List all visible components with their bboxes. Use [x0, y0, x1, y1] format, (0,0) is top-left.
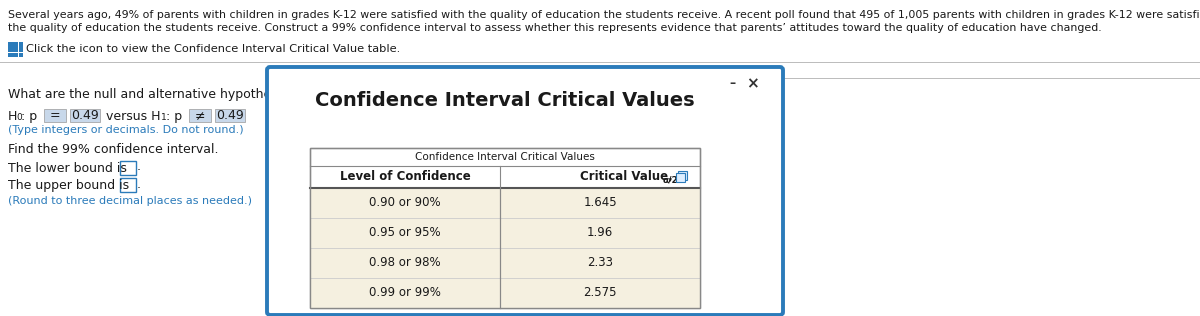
Bar: [120, 161, 136, 175]
Bar: [13, 52, 18, 57]
Bar: [190, 109, 211, 122]
Text: : p: : p: [166, 110, 182, 123]
Text: 0.99 or 99%: 0.99 or 99%: [370, 287, 440, 300]
Bar: [310, 278, 700, 308]
Bar: [8, 47, 12, 52]
Text: ≠: ≠: [194, 109, 205, 122]
Text: 1.96: 1.96: [587, 227, 613, 240]
Text: Level of Confidence: Level of Confidence: [340, 171, 470, 184]
Bar: [19, 47, 23, 52]
Text: =: =: [49, 109, 60, 122]
Text: (Round to three decimal places as needed.): (Round to three decimal places as needed…: [8, 196, 252, 206]
Text: The upper bound is: The upper bound is: [8, 179, 130, 192]
Text: 0.49: 0.49: [216, 109, 244, 122]
Text: .: .: [137, 178, 142, 191]
Text: 2.33: 2.33: [587, 257, 613, 270]
Text: –: –: [728, 77, 736, 90]
Text: Confidence Interval Critical Values: Confidence Interval Critical Values: [316, 90, 695, 110]
FancyBboxPatch shape: [266, 67, 784, 315]
Text: Click the icon to view the Confidence Interval Critical Value table.: Click the icon to view the Confidence In…: [26, 44, 401, 54]
Bar: [215, 109, 245, 122]
Text: 0.98 or 98%: 0.98 or 98%: [370, 257, 440, 270]
Text: 0.90 or 90%: 0.90 or 90%: [370, 197, 440, 210]
Bar: [310, 218, 700, 248]
Text: ×: ×: [745, 76, 758, 92]
Text: α/2: α/2: [662, 175, 679, 185]
Text: 0.95 or 95%: 0.95 or 95%: [370, 227, 440, 240]
Bar: [70, 109, 100, 122]
Bar: [676, 173, 685, 182]
Text: : p: : p: [22, 110, 37, 123]
Bar: [310, 248, 700, 278]
Text: Find the 99% confidence interval.: Find the 99% confidence interval.: [8, 143, 218, 156]
Text: 0: 0: [16, 113, 22, 123]
Text: Several years ago, 49% of parents with children in grades K-12 were satisfied wi: Several years ago, 49% of parents with c…: [8, 10, 1200, 20]
Bar: [19, 52, 23, 57]
Bar: [44, 109, 66, 122]
Text: 1: 1: [161, 113, 167, 123]
Bar: [310, 148, 700, 308]
Text: H: H: [8, 110, 17, 123]
Bar: [8, 42, 12, 46]
Text: versus H: versus H: [106, 110, 161, 123]
Bar: [19, 42, 23, 46]
Text: (Type integers or decimals. Do not round.): (Type integers or decimals. Do not round…: [8, 125, 244, 135]
Text: 1.645: 1.645: [583, 197, 617, 210]
Bar: [8, 52, 12, 57]
Bar: [310, 188, 700, 218]
Text: The lower bound is: The lower bound is: [8, 162, 127, 175]
Text: the quality of education the students receive. Construct a 99% confidence interv: the quality of education the students re…: [8, 23, 1102, 33]
Text: Critical Value, z: Critical Value, z: [580, 171, 684, 184]
Bar: [13, 42, 18, 46]
Bar: [13, 47, 18, 52]
Bar: [120, 178, 136, 192]
Text: .: .: [137, 161, 142, 173]
Bar: [678, 171, 686, 180]
Bar: [310, 148, 700, 308]
Text: What are the null and alternative hypotheses?: What are the null and alternative hypoth…: [8, 88, 299, 101]
Text: 2.575: 2.575: [583, 287, 617, 300]
Text: Confidence Interval Critical Values: Confidence Interval Critical Values: [415, 152, 595, 162]
Text: 0.49: 0.49: [71, 109, 98, 122]
